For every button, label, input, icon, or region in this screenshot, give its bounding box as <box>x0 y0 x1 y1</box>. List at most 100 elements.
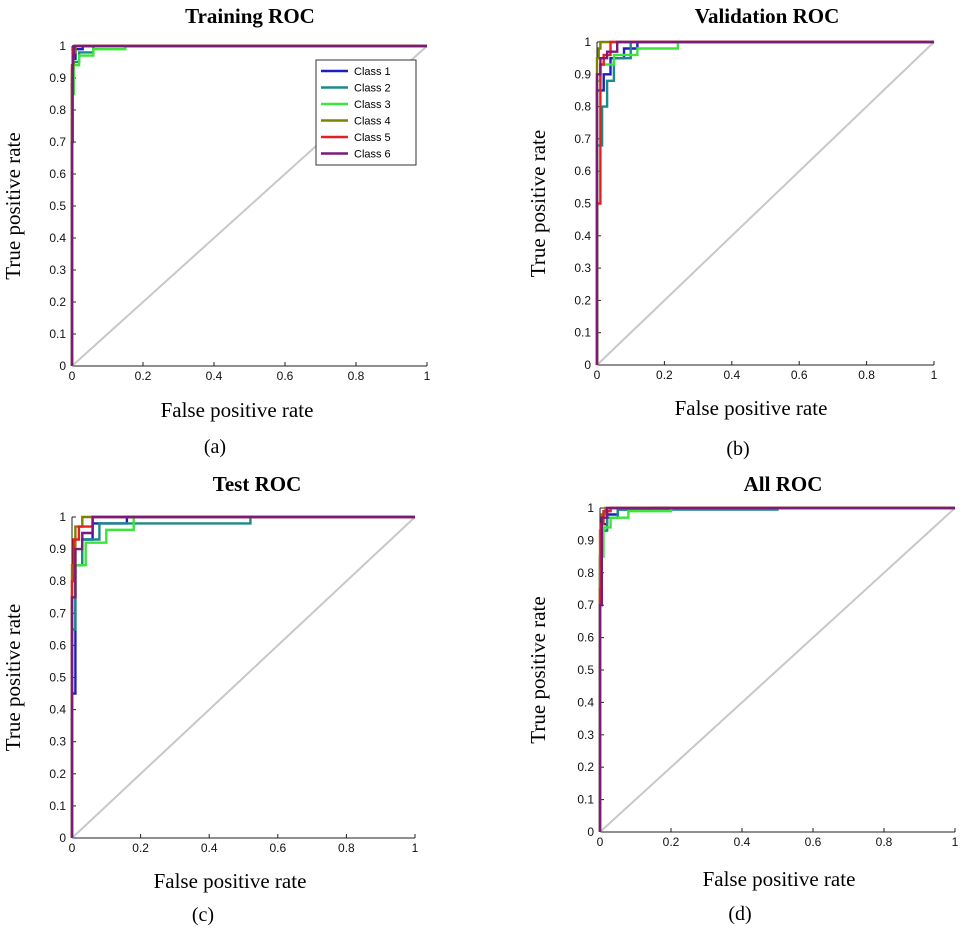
series-line-class-6 <box>70 44 427 366</box>
legend: Class 1 Class 2 Class 3 Class 4 Class 5 Class… <box>315 59 417 166</box>
y-tick-label: 0.4 <box>49 231 66 245</box>
diagonal-reference-line <box>596 41 935 366</box>
y-tick-label: 0.2 <box>574 293 591 307</box>
y-tick-label: 0.1 <box>49 799 66 813</box>
y-tick-label: 0.9 <box>49 542 66 556</box>
y-tick-label: 0.6 <box>49 638 66 652</box>
y-tick-label: 0.5 <box>49 671 66 685</box>
y-tick-label: 0.7 <box>577 598 594 612</box>
y-tick-label: 0 <box>59 831 66 845</box>
y-tick-label: 0.4 <box>574 229 591 243</box>
x-tick-label: 0.6 <box>791 368 808 382</box>
y-tick-label: 0.9 <box>574 67 591 81</box>
y-tick-label: 0.9 <box>577 533 594 547</box>
x-tick-label: 0 <box>69 369 76 383</box>
y-tick-label: 0.8 <box>49 103 66 117</box>
chart-title: Test ROC <box>213 472 301 496</box>
x-axis-label: False positive rate <box>161 398 314 422</box>
roc-panel-a: Training ROC 0 0.2 0.4 0.6 0.8 1 0 0.1 0.2 0.3 0.4 0… <box>1 4 431 458</box>
y-tick-label: 0.1 <box>577 793 594 807</box>
y-tick-label: 0.7 <box>574 132 591 146</box>
diagonal-reference-line <box>599 507 956 833</box>
y-tick-label: 0.3 <box>49 263 66 277</box>
y-tick-label: 0.1 <box>49 327 66 341</box>
diagonal-reference-line <box>71 516 416 839</box>
y-tick-label: 0.5 <box>574 197 591 211</box>
y-tick-label: 0.7 <box>49 606 66 620</box>
y-tick-label: 0 <box>59 359 66 373</box>
y-tick-label: 1 <box>59 39 66 53</box>
y-tick-label: 0.3 <box>49 735 66 749</box>
x-axis-label: False positive rate <box>154 869 307 893</box>
y-axis-label: True positive rate <box>526 130 550 277</box>
legend-label: Class 1 <box>354 66 391 78</box>
panel-caption: (d) <box>728 903 751 925</box>
panel-caption: (c) <box>192 904 214 926</box>
roc-panel-d: All ROC 0 0.2 0.4 0.6 0.8 1 0 0.1 0.2 0.3 0.4 0.5 0.6… <box>526 472 959 925</box>
x-tick-label: 0.2 <box>132 841 149 855</box>
y-tick-label: 1 <box>584 35 591 49</box>
y-tick-label: 0.3 <box>577 728 594 742</box>
panel-caption: (b) <box>726 438 749 460</box>
x-tick-label: 0.8 <box>858 368 875 382</box>
x-tick-label: 0.4 <box>734 835 751 849</box>
series-line-class-6 <box>70 515 415 838</box>
chart-title: All ROC <box>744 472 823 496</box>
y-tick-label: 1 <box>59 510 66 524</box>
y-tick-label: 0.5 <box>577 663 594 677</box>
x-axis-label: False positive rate <box>703 867 856 891</box>
y-tick-label: 0.2 <box>49 295 66 309</box>
x-tick-label: 0.8 <box>876 835 893 849</box>
y-tick-label: 0.8 <box>574 100 591 114</box>
x-tick-label: 0.4 <box>201 841 218 855</box>
legend-label: Class 6 <box>354 149 391 161</box>
y-axis-label: True positive rate <box>526 596 550 743</box>
y-tick-label: 0.6 <box>577 631 594 645</box>
x-tick-label: 0.2 <box>135 369 152 383</box>
x-tick-label: 1 <box>952 835 959 849</box>
roc-panel-c: Test ROC 0 0.2 0.4 0.6 0.8 1 0 0.1 0.2 0.3 0.4 0.5 0.… <box>1 472 419 926</box>
y-tick-label: 0.4 <box>577 695 594 709</box>
x-tick-label: 0.8 <box>348 369 365 383</box>
y-tick-label: 0.5 <box>49 199 66 213</box>
panel-caption: (a) <box>204 436 226 458</box>
x-tick-label: 0.6 <box>805 835 822 849</box>
y-tick-label: 0.7 <box>49 135 66 149</box>
y-tick-label: 0.8 <box>577 566 594 580</box>
y-tick-label: 0.4 <box>49 703 66 717</box>
x-tick-label: 1 <box>931 368 938 382</box>
y-tick-label: 0.8 <box>49 574 66 588</box>
y-tick-label: 1 <box>587 501 594 515</box>
x-tick-label: 0 <box>597 835 604 849</box>
chart-title: Training ROC <box>185 4 315 28</box>
x-tick-label: 0.2 <box>663 835 680 849</box>
series-line-class-6 <box>598 506 955 832</box>
legend-label: Class 4 <box>354 116 391 128</box>
y-axis-label: True positive rate <box>1 132 25 279</box>
legend-box <box>315 59 417 166</box>
x-tick-label: 0 <box>69 841 76 855</box>
legend-label: Class 3 <box>354 99 391 111</box>
y-tick-label: 0 <box>584 358 591 372</box>
legend-label: Class 2 <box>354 83 391 95</box>
y-tick-label: 0.2 <box>49 767 66 781</box>
y-axis-label: True positive rate <box>1 604 25 751</box>
x-tick-label: 0.8 <box>338 841 355 855</box>
y-tick-label: 0.6 <box>574 164 591 178</box>
y-tick-label: 0.9 <box>49 71 66 85</box>
x-tick-label: 1 <box>424 369 431 383</box>
roc-panel-b: Validation ROC 0 0.2 0.4 0.6 0.8 1 0 0.1 0.2 0.3 0.… <box>526 4 938 460</box>
x-tick-label: 0.4 <box>206 369 223 383</box>
y-tick-label: 0.1 <box>574 326 591 340</box>
y-tick-label: 0.6 <box>49 167 66 181</box>
series-line-class-6 <box>595 40 934 365</box>
x-tick-label: 0.6 <box>277 369 294 383</box>
y-tick-label: 0 <box>587 825 594 839</box>
x-tick-label: 0.2 <box>656 368 673 382</box>
x-tick-label: 0 <box>594 368 601 382</box>
x-tick-label: 0.6 <box>269 841 286 855</box>
x-tick-label: 0.4 <box>723 368 740 382</box>
x-tick-label: 1 <box>412 841 419 855</box>
x-axis-label: False positive rate <box>675 396 828 420</box>
